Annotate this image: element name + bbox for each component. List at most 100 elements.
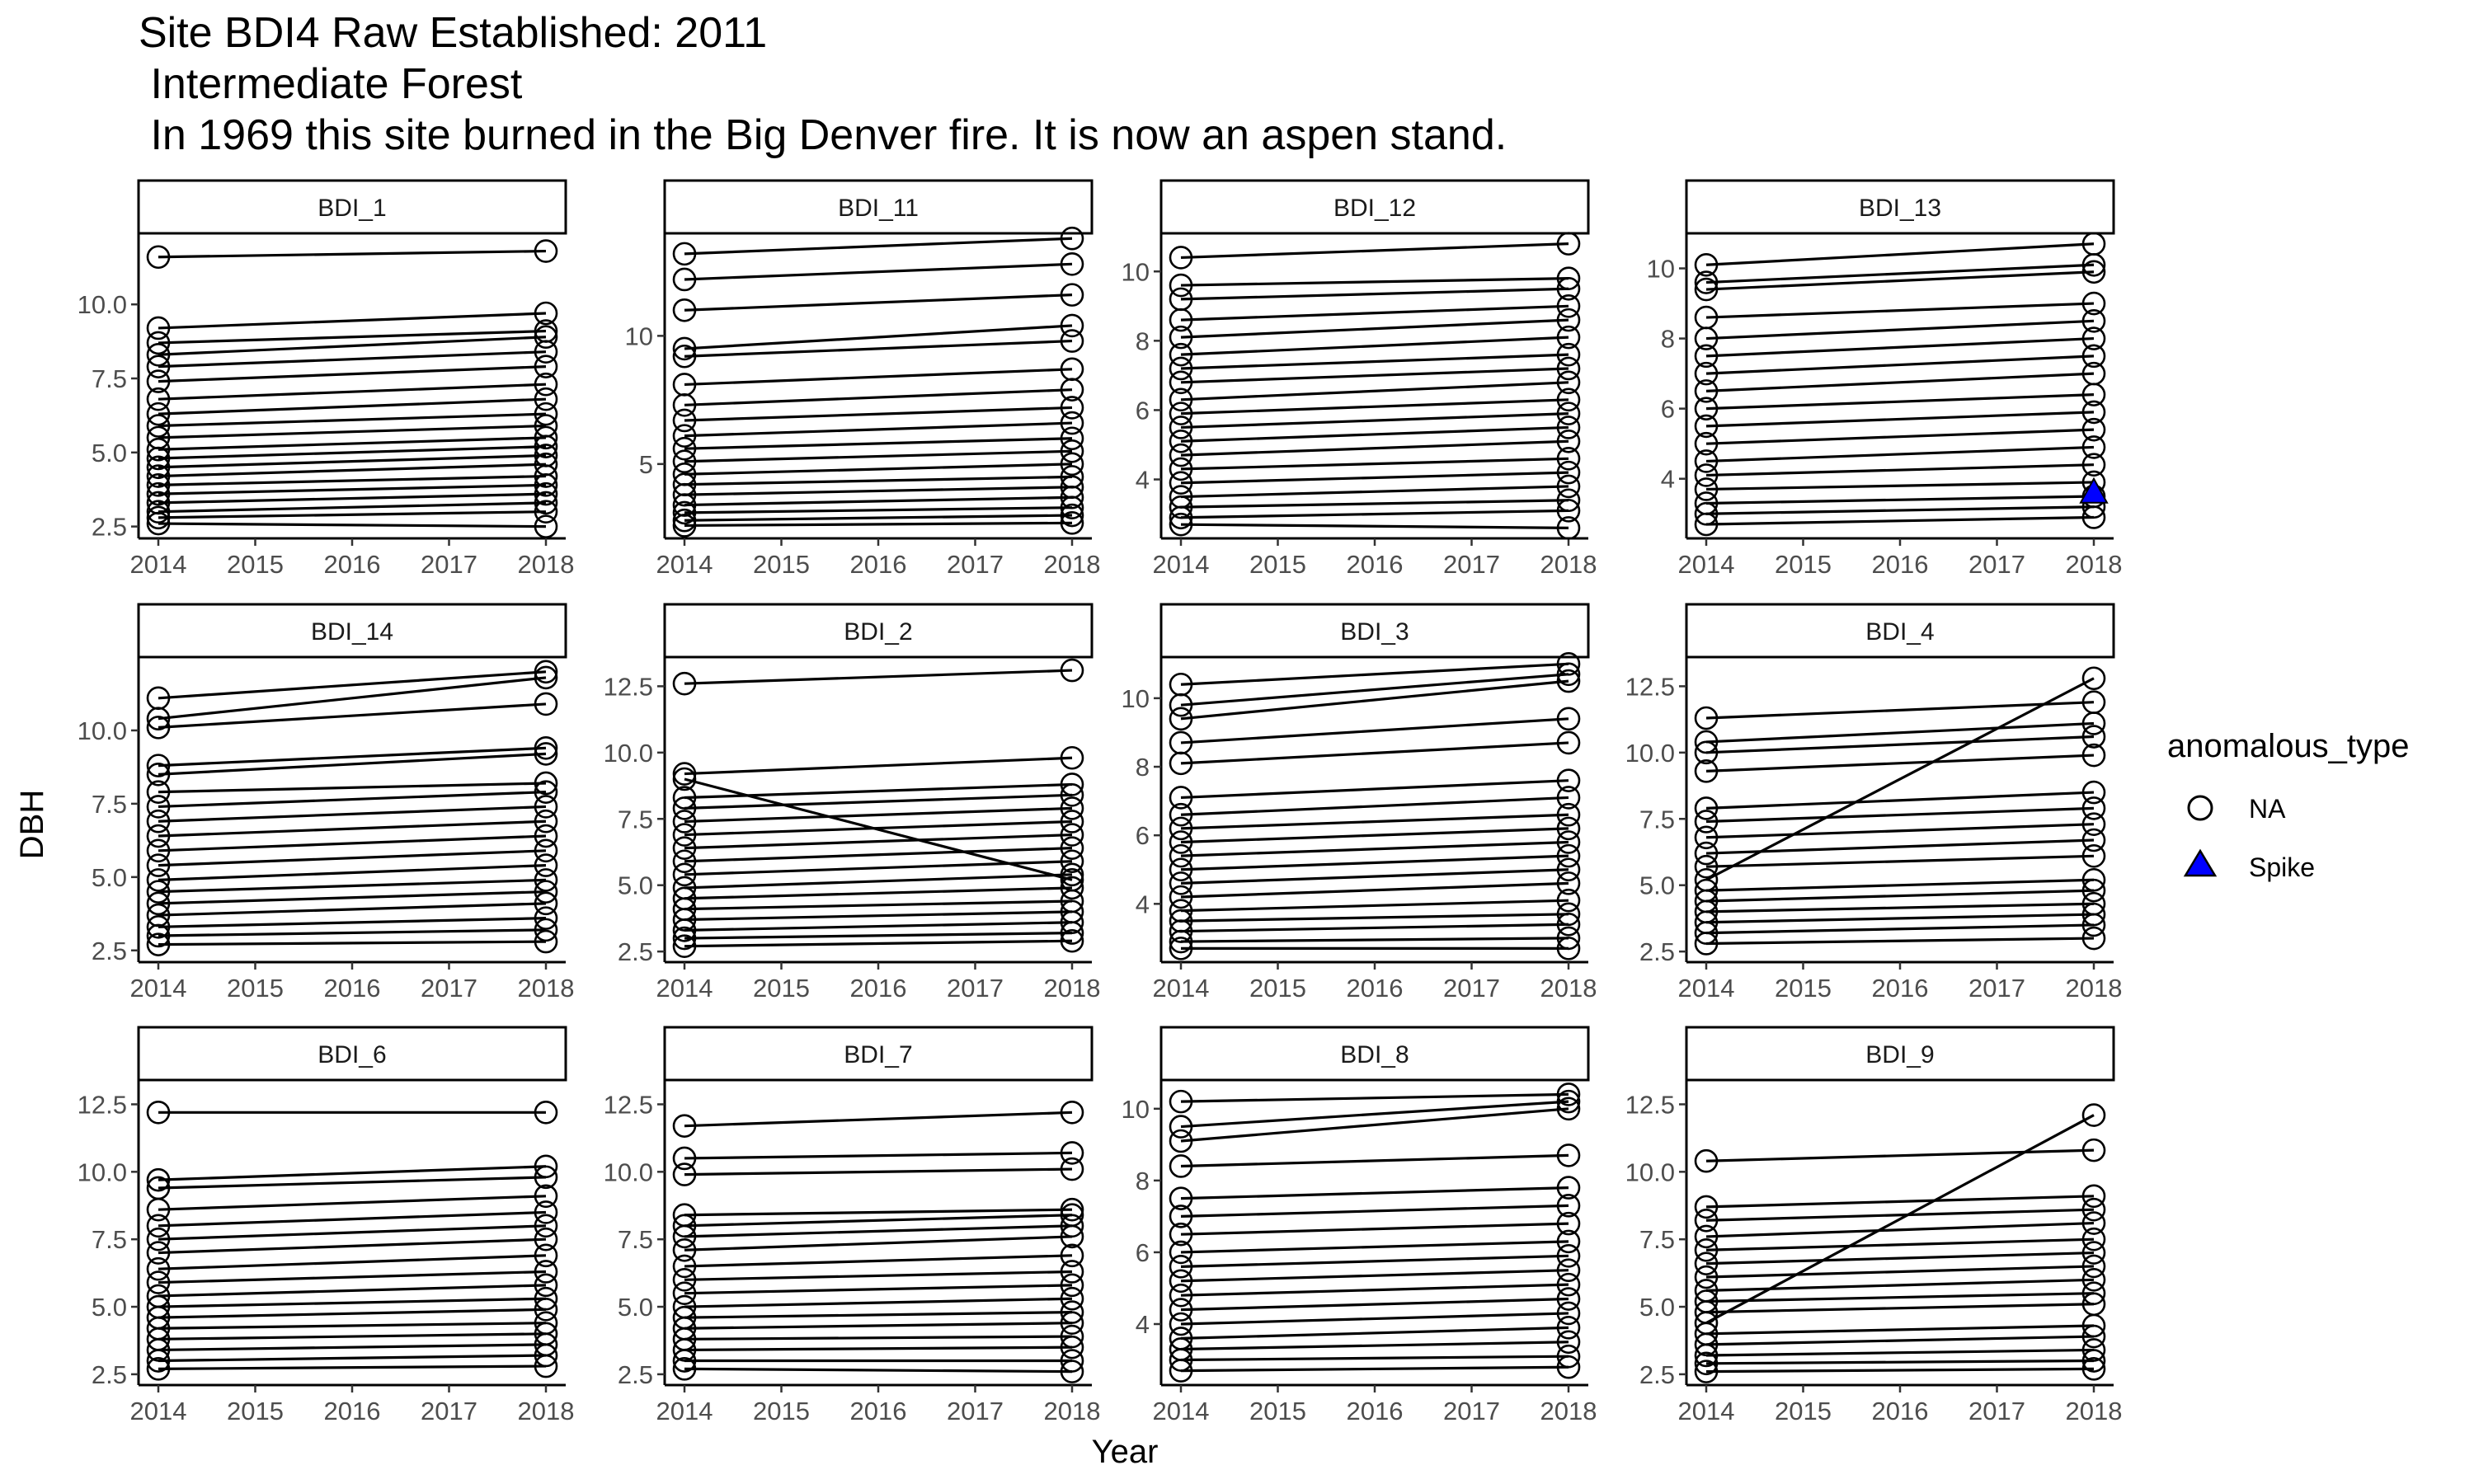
na-point-marker <box>534 491 558 515</box>
facet-strip <box>1159 603 1590 659</box>
na-point-marker <box>1556 276 1581 301</box>
na-point-marker <box>1169 1222 1193 1247</box>
na-point-marker <box>1694 825 1719 850</box>
y-tick-label: 10.0 <box>604 739 653 768</box>
na-point-marker <box>1169 1186 1193 1210</box>
na-point-marker <box>1060 836 1084 860</box>
y-tick-label: 7.5 <box>1639 1225 1675 1254</box>
facet-bdi-11: BDI_11 5 10 2014 2015 2016 2017 2018 <box>625 179 1100 579</box>
na-point-marker <box>672 671 697 696</box>
tree-series-line <box>158 1210 547 1228</box>
facet-bdi-6: BDI_6 2.5 5.0 7.5 10.0 12.5 2014 2015 2016 2017 20… <box>78 1026 574 1425</box>
tree-series-line <box>158 902 547 917</box>
na-point-marker <box>146 369 171 393</box>
x-tick-label: 2017 <box>1968 974 2025 1003</box>
y-tick-label: 6 <box>1136 1238 1150 1267</box>
na-point-marker <box>146 355 171 378</box>
na-point-marker <box>1169 429 1193 453</box>
x-tick-label: 2015 <box>227 974 284 1003</box>
tree-series-line <box>1180 1222 1569 1236</box>
na-point-marker <box>534 665 558 690</box>
legend-na-marker <box>2187 795 2213 821</box>
tree-series-line <box>158 336 547 356</box>
na-point-marker <box>1556 294 1581 318</box>
facet-strip <box>137 603 567 659</box>
na-point-marker <box>534 464 558 488</box>
tree-series-line <box>1705 355 2095 375</box>
na-point-marker <box>1060 849 1084 874</box>
na-point-marker <box>1556 1330 1581 1355</box>
na-point-marker <box>2081 435 2106 459</box>
na-point-marker <box>534 795 558 819</box>
na-point-marker <box>1694 379 1719 403</box>
x-tick-label: 2017 <box>421 550 477 579</box>
na-point-marker <box>1556 1272 1581 1297</box>
tree-series-line <box>1705 923 2095 935</box>
x-axis-title: Year <box>1092 1434 1159 1470</box>
tree-series-line <box>158 412 547 428</box>
na-point-marker <box>1556 707 1581 731</box>
tree-series-line <box>158 474 547 486</box>
y-tick-label: 7.5 <box>618 1225 653 1254</box>
tree-series-line <box>1180 1283 1569 1297</box>
y-tick-label: 10.0 <box>1625 1158 1675 1186</box>
na-point-marker <box>1060 1157 1084 1181</box>
x-tick-label: 2017 <box>1968 1397 2025 1425</box>
tree-series-line <box>1705 302 2095 319</box>
na-point-marker <box>1694 512 1719 537</box>
facet-strip <box>1685 1026 2115 1082</box>
na-point-marker <box>1694 841 1719 866</box>
x-tick-label: 2014 <box>1678 550 1735 579</box>
na-point-marker <box>1556 830 1581 854</box>
tree-series-line <box>1180 1153 1569 1168</box>
na-point-marker <box>1694 796 1719 820</box>
na-point-marker <box>2081 666 2106 691</box>
na-point-marker <box>1694 921 1719 945</box>
na-point-marker <box>146 500 171 524</box>
tree-series-line <box>684 921 1073 932</box>
tree-series-line <box>158 917 547 928</box>
na-point-marker <box>1060 495 1084 519</box>
x-tick-label: 2018 <box>2066 974 2123 1003</box>
tree-series-line <box>1705 263 2095 284</box>
tree-series-line <box>158 1354 547 1363</box>
na-point-marker <box>1060 928 1084 953</box>
na-point-marker <box>672 836 697 860</box>
na-point-marker <box>146 754 171 777</box>
tree-series-line <box>1705 1114 2095 1325</box>
tree-series-line <box>684 339 1073 358</box>
x-tick-label: 2016 <box>850 1397 907 1425</box>
na-point-marker <box>1060 313 1084 338</box>
tree-series-line <box>684 437 1073 450</box>
na-point-marker <box>1556 843 1581 868</box>
tree-series-line <box>158 329 547 345</box>
tree-series-line <box>1180 242 1569 260</box>
na-point-marker <box>672 336 697 361</box>
tree-series-line <box>1180 304 1569 322</box>
na-point-marker <box>672 298 697 322</box>
x-tick-label: 2015 <box>227 550 284 579</box>
na-point-marker <box>1694 1195 1719 1219</box>
tree-series-line <box>1180 1297 1569 1312</box>
na-point-marker <box>672 908 697 932</box>
na-point-marker <box>672 862 697 887</box>
na-point-marker <box>146 511 171 536</box>
tree-series-line <box>158 397 547 416</box>
facet-bdi-1: BDI_1 2.5 5.0 7.5 10.0 2014 2015 2016 2017 2018 <box>78 179 574 579</box>
na-point-marker <box>1060 252 1084 276</box>
na-point-marker <box>1169 929 1193 954</box>
na-point-marker <box>1556 1287 1581 1311</box>
y-tick-label: 12.5 <box>1625 672 1675 701</box>
tree-series-line <box>684 486 1073 496</box>
facet-bdi-2: BDI_2 2.5 5.0 7.5 10.0 12.5 2014 2015 2016 2017 20… <box>604 603 1100 1003</box>
tree-series-line <box>1705 319 2095 340</box>
tree-series-line <box>1705 393 2095 411</box>
y-tick-label: 2.5 <box>618 1360 653 1389</box>
tree-series-line <box>1705 372 2095 392</box>
na-point-marker <box>1060 783 1084 807</box>
na-point-marker <box>1060 329 1084 353</box>
na-point-marker <box>1556 768 1581 792</box>
na-point-marker <box>534 481 558 506</box>
na-point-marker <box>1694 252 1719 277</box>
tree-series-line <box>1180 367 1569 384</box>
